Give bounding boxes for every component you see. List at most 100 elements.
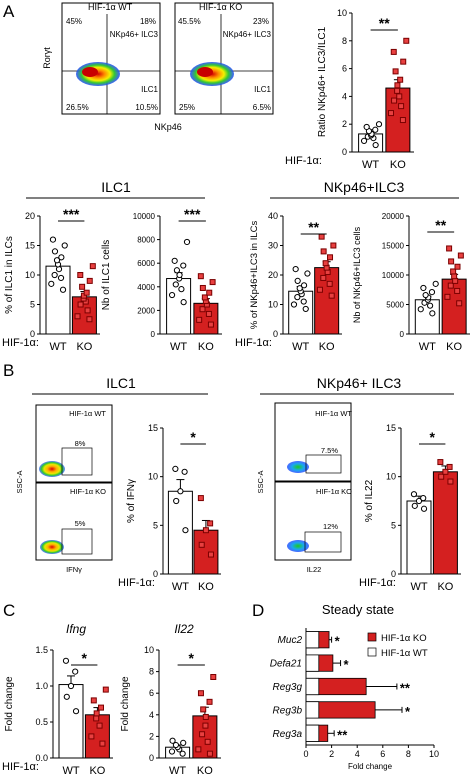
pct_ilc3-y-tick-label: 40	[268, 211, 278, 221]
il22_fold-point-ko	[206, 750, 213, 757]
ifng_pct-y-label: % of IFNγ	[126, 479, 137, 523]
ratio-point-ko	[399, 117, 406, 124]
ratio-point-wt	[375, 121, 383, 128]
pct_ilc1-point-wt	[49, 236, 57, 243]
il22_pct-point-wt	[415, 497, 423, 505]
hif-label-c: HIF-1α:	[2, 761, 39, 773]
nb_ilc1-point-ko	[196, 316, 203, 323]
ifng_pct-point-wt	[172, 465, 179, 472]
flow-wt-gate-ilc3: NKp46+ ILC3	[110, 30, 159, 39]
ifng_fold-point-ko	[90, 697, 97, 704]
pct_ilc3-point-wt	[302, 305, 309, 313]
pct_ilc1-point-ko	[86, 316, 93, 323]
ratio-point-ko	[388, 110, 395, 117]
pct_ilc3-point-ko	[327, 254, 334, 261]
il22_fold-y-tick-label: 8	[149, 667, 154, 677]
il22_pct-point-ko	[438, 473, 445, 480]
il22_pct-y-tick-label: 15	[386, 423, 396, 433]
pct_ilc3-point-ko	[320, 248, 327, 255]
nb_ilc1-point-wt	[180, 299, 187, 306]
panel-letter-a: A	[3, 2, 15, 21]
nb_ilc1-y-tick-label: 8000	[137, 236, 155, 245]
nb_ilc1-point-wt	[171, 257, 178, 264]
nb_ilc1-y-label: Nb of ILC1 cells	[101, 240, 112, 311]
il22-flow-y-label: SSC-A	[256, 471, 265, 494]
ratio-y-tick-label: 8	[342, 36, 347, 46]
chart-steady-state: 0 2 4 6 8 10 Fold change Muc2 * Defa21 * Reg3g ** Reg…	[270, 628, 439, 771]
ratio-x-tick-label-ko: KO	[390, 159, 406, 171]
legend-ko-label: HIF-1α KO	[381, 633, 427, 644]
il22_fold-point-ko	[202, 713, 209, 720]
chart-pct_ilc1: 0 5 10 15 20 % of ILC1 in ILCs WT KO ***	[4, 206, 100, 353]
pct_ilc1-x-tick-label-ko: KO	[76, 341, 92, 353]
pct_ilc1-sig-label: ***	[63, 206, 80, 222]
pct_ilc3-point-wt	[294, 277, 301, 284]
steady-state-category-label: Reg3b	[273, 705, 303, 716]
nb_ilc3-point-ko	[448, 258, 455, 265]
nb_ilc1-bar-wt	[166, 278, 192, 335]
ratio-point-wt	[372, 141, 379, 149]
ifng_pct-point-ko	[198, 541, 205, 548]
hif-label-b-right: HIF-1α:	[359, 577, 396, 589]
nb_ilc1-point-wt	[176, 271, 183, 279]
header-ilc3-b: NKp46+ ILC3	[317, 375, 402, 391]
header-ilc1-a: ILC1	[101, 179, 131, 195]
flow-plot-wt: HIF-1α WT 45% 18% NKp46+ ILC3 ILC1 26.5%…	[61, 2, 161, 115]
pct_ilc1-point-ko	[89, 263, 96, 270]
il22_fold-y-label: Fold change	[120, 676, 131, 731]
pct_ilc3-point-wt	[296, 285, 303, 292]
chart-nb_ilc3: 0 5000 10000 15000 20000 Nb of NKp46+ILC3 cel…	[352, 212, 470, 353]
il22_pct-point-wt	[420, 494, 427, 502]
pct_ilc3-bar-wt	[288, 290, 314, 335]
ifng_fold-y-tick-label: 1.0	[35, 681, 48, 691]
nb_ilc3-point-ko	[446, 245, 453, 252]
il22_pct-y-tick-label: 5	[391, 520, 396, 530]
nb_ilc1-y-tick-label: 10000	[133, 212, 156, 221]
ifng-flow-wt-title: HIF-1α WT	[69, 409, 106, 418]
il22_fold-y-tick-label: 2	[149, 731, 154, 741]
il22_pct-point-wt	[420, 505, 428, 512]
steady-state-x-tick-label: 10	[429, 749, 439, 759]
ifng_fold-y-tick-label: 0.0	[35, 753, 48, 763]
ratio-y-tick-label: 10	[337, 8, 347, 18]
nb_ilc3-y-label: Nb of NKp46+ILC3 cells	[352, 226, 362, 323]
il22-flow-x-label: IL22	[307, 565, 322, 574]
nb_ilc3-y-tick-label: 5000	[386, 301, 404, 310]
il22-flow-ko: HIF-1α KO 12%	[274, 481, 352, 561]
nb_ilc3-point-ko	[447, 282, 454, 289]
il22_fold-point-wt	[169, 737, 176, 744]
il22_fold-point-ko	[202, 722, 209, 729]
nb_ilc3-point-wt	[427, 302, 434, 309]
pct_ilc1-point-wt	[58, 254, 65, 261]
panel-letter-d: D	[252, 601, 264, 620]
ifng-flow-wt-pct: 8%	[75, 439, 86, 448]
ifng_fold-sig-label: *	[81, 650, 87, 666]
pct_ilc3-point-wt	[300, 282, 308, 289]
ratio-point-ko	[398, 103, 405, 110]
steady-state-sig-label: **	[337, 727, 348, 742]
nb_ilc1-y-tick-label: 6000	[137, 259, 155, 268]
il22_fold-point-ko	[195, 746, 202, 753]
chart-ifng_fold: 0.0 0.5 1.0 1.5 Fold change WT KO *	[4, 645, 113, 776]
nb_ilc1-point-ko	[205, 310, 212, 317]
flow-wt-gate-ilc1: ILC1	[141, 85, 158, 94]
il22-flow-ko-title: HIF-1α KO	[316, 487, 352, 496]
flow-x-label: NKp46	[154, 122, 182, 132]
il22_fold-x-tick-label-wt: WT	[169, 765, 186, 776]
flow-title-wt: HIF-1α WT	[88, 2, 133, 12]
ifng_pct-x-tick-label-wt: WT	[172, 581, 189, 593]
steady-state-bar-wt	[305, 701, 320, 719]
nb_ilc1-point-wt	[168, 291, 176, 299]
ratio-point-wt	[363, 123, 370, 131]
nb_ilc3-x-tick-label-wt: WT	[419, 341, 436, 353]
il22_fold-point-wt	[168, 748, 176, 755]
pct_ilc1-point-ko	[79, 283, 86, 290]
steady-state-bar-wt	[305, 631, 320, 649]
nb_ilc1-point-ko	[201, 294, 208, 301]
nb_ilc1-point-wt	[183, 238, 191, 246]
il22_pct-x-tick-label-wt: WT	[410, 581, 427, 593]
pct_ilc3-bar-ko	[314, 267, 340, 335]
il22_fold-sig-label: *	[189, 650, 195, 666]
nb_ilc1-point-wt	[180, 262, 187, 269]
